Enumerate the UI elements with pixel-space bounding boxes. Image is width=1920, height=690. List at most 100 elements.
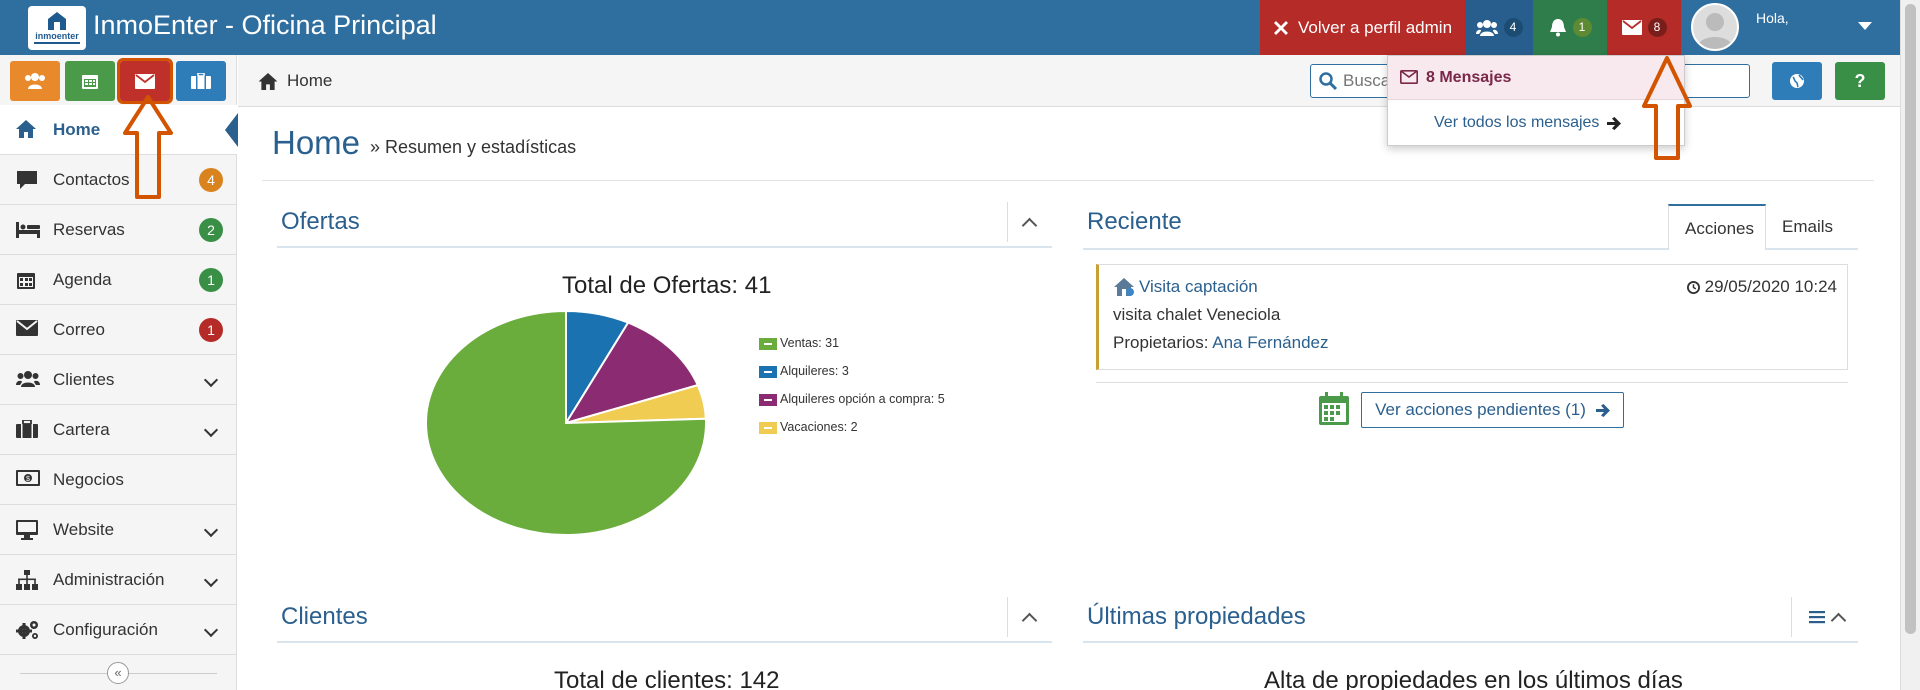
panel-divider bbox=[1083, 248, 1858, 250]
chart-title: Total de Ofertas: 41 bbox=[562, 272, 772, 299]
ultimas-panel-controls bbox=[1791, 597, 1861, 637]
clientes-collapse-button[interactable] bbox=[1007, 597, 1051, 637]
sidebar-item-label: Reservas bbox=[53, 219, 125, 239]
arrow-right-icon bbox=[1595, 403, 1610, 417]
back-to-admin-button[interactable]: Volver a perfil admin bbox=[1260, 0, 1465, 55]
sidebar-item-label: Configuración bbox=[53, 619, 158, 639]
messages-dropdown: 8 Mensajes Ver todos los mensajes bbox=[1387, 55, 1685, 146]
question-icon: ? bbox=[1854, 70, 1866, 91]
bed-icon bbox=[16, 220, 40, 240]
pie-slice[interactable] bbox=[563, 321, 700, 425]
briefcase-icon bbox=[16, 419, 38, 440]
sidebar-item-correo[interactable]: Correo 1 bbox=[0, 305, 237, 355]
chevron-down-icon bbox=[203, 372, 219, 388]
desktop-icon bbox=[16, 520, 38, 540]
action-title-text: Visita captación bbox=[1139, 277, 1258, 296]
ofertas-pie-chart bbox=[425, 309, 707, 536]
sidebar-item-home[interactable]: Home bbox=[0, 105, 237, 155]
active-indicator bbox=[225, 113, 238, 147]
sidebar-item-website[interactable]: Website bbox=[0, 505, 237, 555]
messages-button[interactable]: 8 bbox=[1607, 0, 1681, 55]
messages-dropdown-header: 8 Mensajes bbox=[1388, 56, 1684, 100]
contactos-count-badge: 4 bbox=[199, 167, 223, 192]
owner-label: Propietarios: bbox=[1113, 333, 1209, 352]
chevron-up-icon bbox=[1021, 217, 1038, 233]
notifications-count-badge: 1 bbox=[1572, 18, 1592, 37]
caret-down-icon bbox=[1858, 22, 1872, 30]
sidebar: Home Contactos 4 Reservas 2 Agenda 1 Cor… bbox=[0, 55, 238, 690]
page-scrollbar[interactable] bbox=[1900, 0, 1920, 690]
action-date-text: 29/05/2020 10:24 bbox=[1704, 277, 1837, 296]
sidebar-item-negocios[interactable]: $ Negocios bbox=[0, 455, 237, 505]
comment-icon bbox=[16, 170, 38, 190]
clock-icon bbox=[1686, 280, 1700, 294]
pie-slice[interactable] bbox=[425, 309, 707, 536]
help-button[interactable]: ? bbox=[1835, 62, 1885, 100]
sidebar-item-clientes[interactable]: Clientes bbox=[0, 355, 237, 405]
shortcut-calendar-button[interactable] bbox=[65, 61, 115, 101]
back-to-admin-label: Volver a perfil admin bbox=[1298, 17, 1453, 37]
collapse-sidebar-button[interactable]: « bbox=[107, 662, 129, 684]
divider bbox=[1096, 382, 1848, 383]
app-logo[interactable]: inmoenter bbox=[28, 6, 86, 50]
users-icon bbox=[25, 73, 45, 89]
pending-actions-button[interactable]: Ver acciones pendientes (1) bbox=[1361, 392, 1624, 428]
app-title: InmoEnter - Oficina Principal bbox=[93, 10, 437, 40]
bell-icon bbox=[1549, 19, 1566, 37]
sidebar-item-label: Cartera bbox=[53, 419, 110, 439]
owner-link[interactable]: Ana Fernández bbox=[1212, 333, 1329, 352]
panel-divider bbox=[277, 641, 1052, 643]
breadcrumb[interactable]: Home bbox=[258, 71, 332, 91]
arrow-right-icon bbox=[1607, 116, 1622, 130]
chevron-down-icon bbox=[203, 572, 219, 588]
avatar bbox=[1691, 3, 1739, 51]
tab-acciones[interactable]: Acciones bbox=[1668, 204, 1766, 250]
money-icon: $ bbox=[16, 470, 40, 490]
calendar-icon bbox=[82, 75, 98, 89]
legend-swatch bbox=[759, 422, 777, 434]
sidebar-item-cartera[interactable]: Cartera bbox=[0, 405, 237, 455]
sitemap-icon bbox=[16, 570, 38, 590]
panel-divider bbox=[277, 246, 1052, 248]
divider bbox=[262, 180, 1874, 181]
sidebar-item-contactos[interactable]: Contactos 4 bbox=[0, 155, 237, 205]
sidebar-item-administracion[interactable]: Administración bbox=[0, 555, 237, 605]
correo-count-badge: 1 bbox=[199, 317, 223, 342]
notifications-button[interactable]: 1 bbox=[1533, 0, 1607, 55]
users-menu-button[interactable]: 4 bbox=[1465, 0, 1533, 55]
chevron-up-icon bbox=[1021, 612, 1038, 628]
view-all-messages-link[interactable]: Ver todos los mensajes bbox=[1434, 114, 1622, 132]
sidebar-item-reservas[interactable]: Reservas 2 bbox=[0, 205, 237, 255]
globe-button[interactable] bbox=[1772, 62, 1822, 100]
pending-actions-label: Ver acciones pendientes (1) bbox=[1375, 400, 1586, 419]
legend-swatch bbox=[759, 366, 777, 378]
shortcut-mail-button[interactable] bbox=[117, 58, 173, 104]
envelope-icon bbox=[16, 320, 38, 340]
sidebar-item-label: Contactos bbox=[53, 169, 130, 189]
messages-count-badge: 8 bbox=[1647, 18, 1667, 37]
scrollbar-thumb[interactable] bbox=[1905, 4, 1916, 634]
users-icon bbox=[16, 370, 40, 390]
shortcut-contacts-button[interactable] bbox=[10, 61, 60, 101]
envelope-icon bbox=[1621, 20, 1642, 35]
top-navbar: inmoenter InmoEnter - Oficina Principal … bbox=[0, 0, 1920, 55]
action-card: Visita captación 29/05/2020 10:24 visita… bbox=[1096, 264, 1848, 370]
chevron-up-icon[interactable] bbox=[1830, 612, 1847, 628]
tab-emails[interactable]: Emails bbox=[1782, 217, 1834, 236]
svg-text:$: $ bbox=[26, 476, 30, 483]
house-icon bbox=[1114, 278, 1134, 296]
sidebar-item-configuracion[interactable]: Configuración bbox=[0, 605, 237, 655]
menu-icon[interactable] bbox=[1809, 610, 1825, 624]
sidebar-item-label: Administración bbox=[53, 569, 165, 589]
action-date: 29/05/2020 10:24 bbox=[1686, 277, 1837, 297]
shortcut-portfolio-button[interactable] bbox=[176, 61, 226, 101]
action-description: visita chalet Veneciola bbox=[1113, 305, 1281, 324]
ofertas-collapse-button[interactable] bbox=[1007, 202, 1051, 242]
shortcut-bar bbox=[0, 55, 237, 105]
action-title[interactable]: Visita captación bbox=[1113, 277, 1258, 297]
panel-divider bbox=[1083, 641, 1858, 643]
sidebar-item-agenda[interactable]: Agenda 1 bbox=[0, 255, 237, 305]
user-menu[interactable]: Hola, bbox=[1681, 0, 1906, 55]
messages-count-label: 8 Mensajes bbox=[1426, 69, 1512, 86]
breadcrumb-home: Home bbox=[287, 71, 333, 90]
